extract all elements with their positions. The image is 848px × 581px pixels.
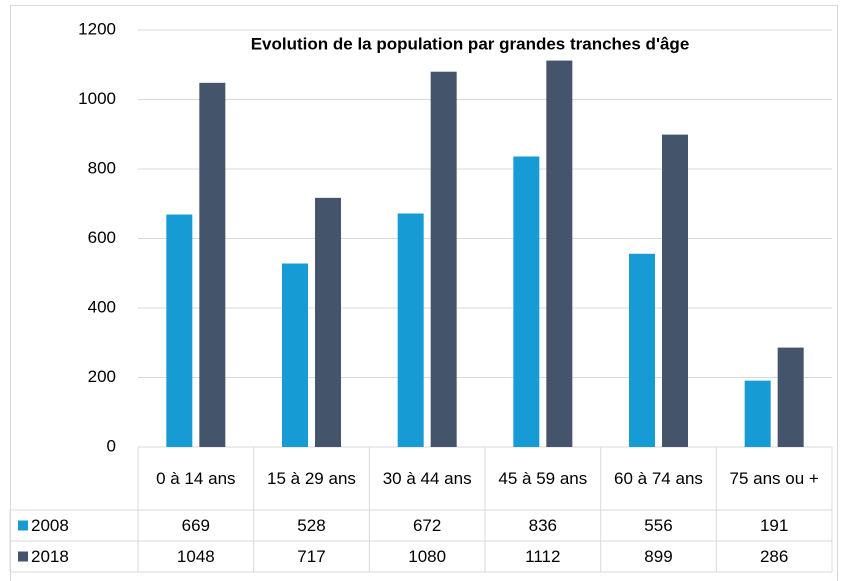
y-tick-label: 200 [88, 367, 116, 386]
legend-label: 2018 [31, 547, 69, 566]
bar [397, 213, 424, 447]
y-tick-label: 1000 [78, 89, 116, 108]
category-label: 0 à 14 ans [156, 468, 236, 488]
bar [315, 197, 341, 447]
title-background [242, 30, 698, 58]
table-value: 556 [644, 515, 673, 535]
category-label: 45 à 59 ans [498, 468, 588, 488]
y-tick-label: 800 [88, 158, 116, 177]
bar [546, 60, 573, 448]
bar [629, 253, 655, 447]
table-value: 669 [181, 515, 211, 535]
y-tick-label: 600 [88, 228, 116, 247]
y-tick-label: 0 [107, 436, 116, 455]
bar [199, 82, 226, 447]
category-label: 60 à 74 ans [614, 468, 703, 488]
category-label: 30 à 44 ans [382, 468, 472, 488]
table-value: 528 [297, 515, 326, 535]
bar [777, 347, 804, 447]
chart-title: Evolution de la population par grandes t… [251, 34, 690, 53]
legend-key [18, 551, 28, 562]
bar [513, 156, 540, 448]
bar [430, 71, 457, 447]
legend-label: 2008 [31, 516, 69, 535]
table-value: 286 [759, 546, 789, 566]
bar [282, 263, 308, 447]
table-value: 1112 [525, 546, 561, 566]
chart-border [10, 5, 838, 581]
table-value: 836 [528, 515, 558, 535]
bar [662, 134, 688, 447]
bar [166, 214, 193, 447]
legend-key [18, 520, 28, 531]
category-label: 75 ans ou + [729, 468, 819, 488]
table-value: 1080 [408, 546, 447, 566]
bar [744, 380, 771, 447]
table-value: 191 [759, 515, 789, 535]
table-value: 899 [644, 546, 673, 566]
table-value: 717 [297, 546, 326, 566]
category-label: 15 à 29 ans [267, 468, 356, 488]
table-value: 672 [412, 515, 442, 535]
y-tick-label: 1200 [78, 19, 116, 38]
y-tick-label: 400 [88, 297, 116, 316]
table-value: 1048 [176, 546, 215, 566]
